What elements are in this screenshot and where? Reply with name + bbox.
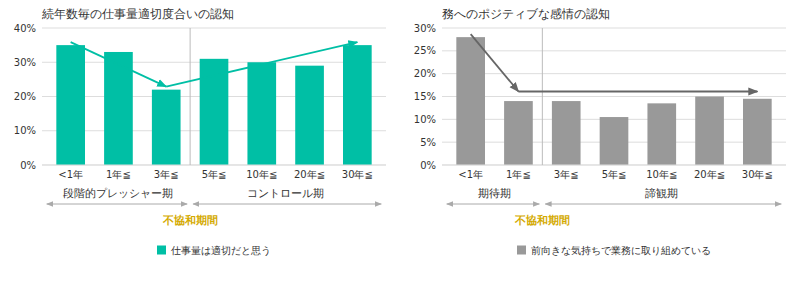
bar	[600, 117, 629, 165]
bar	[456, 37, 485, 165]
chart-root: 続年数毎の仕事量適切度合いの認知 0% 10% 20% 30% 40% <1年 1年≦ 3年≦ 5…	[0, 0, 800, 284]
phase-arrow	[193, 204, 381, 205]
x-tick-label: 5年≦	[602, 169, 627, 180]
x-tick-label: 3年≦	[154, 169, 179, 180]
phase-label: 諦観期	[645, 187, 678, 200]
phase-arrow	[47, 204, 187, 205]
legend: 仕事量は適切だと思う	[157, 245, 271, 256]
x-tick-label: 10年≦	[246, 169, 277, 180]
y-tick-label: 40%	[14, 23, 36, 34]
x-axis-line	[442, 165, 786, 166]
y-tick-label: 20%	[414, 68, 436, 79]
phase-divider	[542, 28, 543, 165]
bars	[56, 45, 371, 165]
y-tick-label: 20%	[14, 91, 36, 102]
disharmony-label: 不協和期間	[514, 214, 570, 226]
x-axis-line	[42, 165, 386, 166]
grid-line	[442, 73, 786, 74]
x-tick-label: 20年≦	[294, 169, 325, 180]
x-tick-label: <1年	[458, 169, 483, 180]
grid-line	[442, 165, 786, 166]
grid-line	[442, 50, 786, 51]
trend-arrow	[166, 42, 357, 87]
bar	[343, 45, 372, 165]
trend-arrow	[71, 42, 167, 87]
chart-title: 続年数毎の仕事量適切度合いの認知	[41, 7, 234, 21]
legend-label: 仕事量は適切だと思う	[171, 245, 271, 256]
x-tick-label: 3年≦	[554, 169, 579, 180]
bar	[695, 97, 724, 166]
x-tick-label: 10年≦	[646, 169, 677, 180]
bar	[552, 101, 581, 165]
trend-arrow	[518, 91, 757, 93]
phase-label: 段階的プレッシャー期	[63, 187, 173, 200]
legend-swatch	[157, 246, 166, 255]
x-tick-label: 5年≦	[202, 169, 227, 180]
x-tick-label: 1年≦	[106, 169, 131, 180]
grid-line	[42, 165, 386, 166]
phase-label: 期待期	[478, 187, 511, 200]
bar	[647, 103, 676, 165]
disharmony-label: 不協和期間	[162, 214, 218, 226]
legend-label: 前向きな気持ちで業務に取り組めている	[531, 245, 711, 256]
x-tick-label: <1年	[58, 169, 83, 180]
legend-swatch	[517, 246, 526, 255]
bars	[456, 37, 771, 165]
y-tick-label: 10%	[14, 125, 36, 136]
x-tick-label: 20年≦	[694, 169, 725, 180]
bar	[152, 90, 181, 165]
y-tick-label: 5%	[420, 137, 436, 148]
x-tick-label: 30年≦	[342, 169, 373, 180]
bar	[56, 45, 85, 165]
y-tick-label: 10%	[414, 114, 436, 125]
y-tick-label: 15%	[414, 91, 436, 102]
legend: 前向きな気持ちで業務に取り組めている	[517, 245, 711, 256]
x-tick-label: 1年≦	[506, 169, 531, 180]
bar	[295, 66, 324, 165]
trend-arrow	[471, 34, 519, 91]
y-tick-label: 30%	[414, 23, 436, 34]
chart-title: 務へのポジティブな感情の認知	[442, 7, 610, 21]
y-tick-label: 25%	[414, 45, 436, 56]
bar	[247, 62, 276, 165]
chart-svg: 続年数毎の仕事量適切度合いの認知 0% 10% 20% 30% 40% <1年 1年≦ 3年≦ 5…	[0, 0, 800, 284]
bar	[504, 101, 533, 165]
bar	[743, 99, 772, 165]
x-tick-label: 30年≦	[742, 169, 773, 180]
y-tick-label: 0%	[20, 160, 36, 171]
phase-divider	[190, 28, 191, 165]
chart-panel: 務へのポジティブな感情の認知 0% 5% 10% 15% 20% 25% 30% <1年 1年≦ 3…	[414, 7, 786, 256]
chart-panel: 続年数毎の仕事量適切度合いの認知 0% 10% 20% 30% 40% <1年 1年≦ 3年≦ 5…	[14, 7, 386, 256]
phase-arrow	[447, 204, 540, 205]
phase-label: コントロール期	[247, 187, 324, 200]
grid-line	[42, 28, 386, 29]
phase-arrow	[545, 204, 781, 205]
y-tick-label: 30%	[14, 57, 36, 68]
grid-line	[442, 28, 786, 29]
grid-line	[442, 96, 786, 97]
y-tick-label: 0%	[420, 160, 436, 171]
